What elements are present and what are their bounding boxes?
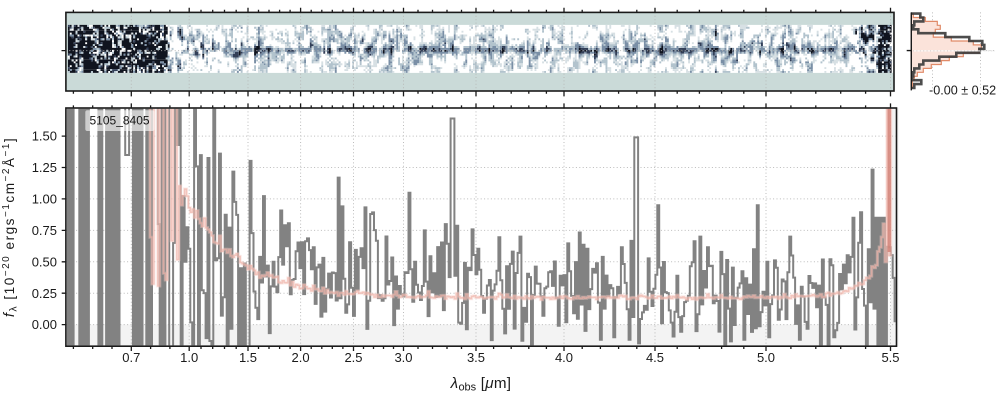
svg-text:3.0: 3.0 (394, 350, 412, 365)
svg-text:1.5: 1.5 (239, 350, 257, 365)
svg-text:2.0: 2.0 (292, 350, 310, 365)
svg-text:3.5: 3.5 (467, 350, 485, 365)
svg-text:-0.00 ± 0.52: -0.00 ± 0.52 (929, 84, 996, 98)
svg-text:0.75: 0.75 (32, 223, 57, 238)
svg-text:1.00: 1.00 (32, 192, 57, 207)
svg-text:2.5: 2.5 (344, 350, 362, 365)
svg-text:5.0: 5.0 (757, 350, 775, 365)
svg-text:1.0: 1.0 (180, 350, 198, 365)
svg-text:0.25: 0.25 (32, 286, 57, 301)
svg-text:4.5: 4.5 (646, 350, 664, 365)
svg-text:5.5: 5.5 (881, 350, 899, 365)
svg-text:5105_8405: 5105_8405 (90, 113, 150, 127)
svg-text:1.25: 1.25 (32, 160, 57, 175)
svg-text:0.7: 0.7 (122, 350, 140, 365)
svg-text:1.50: 1.50 (32, 129, 57, 144)
svg-text:fλ [10−20 ergs−1cm−2Å−1]: fλ [10−20 ergs−1cm−2Å−1] (1, 137, 19, 317)
svg-text:0.00: 0.00 (32, 317, 57, 332)
svg-text:4.0: 4.0 (555, 350, 573, 365)
svg-text:0.50: 0.50 (32, 254, 57, 269)
